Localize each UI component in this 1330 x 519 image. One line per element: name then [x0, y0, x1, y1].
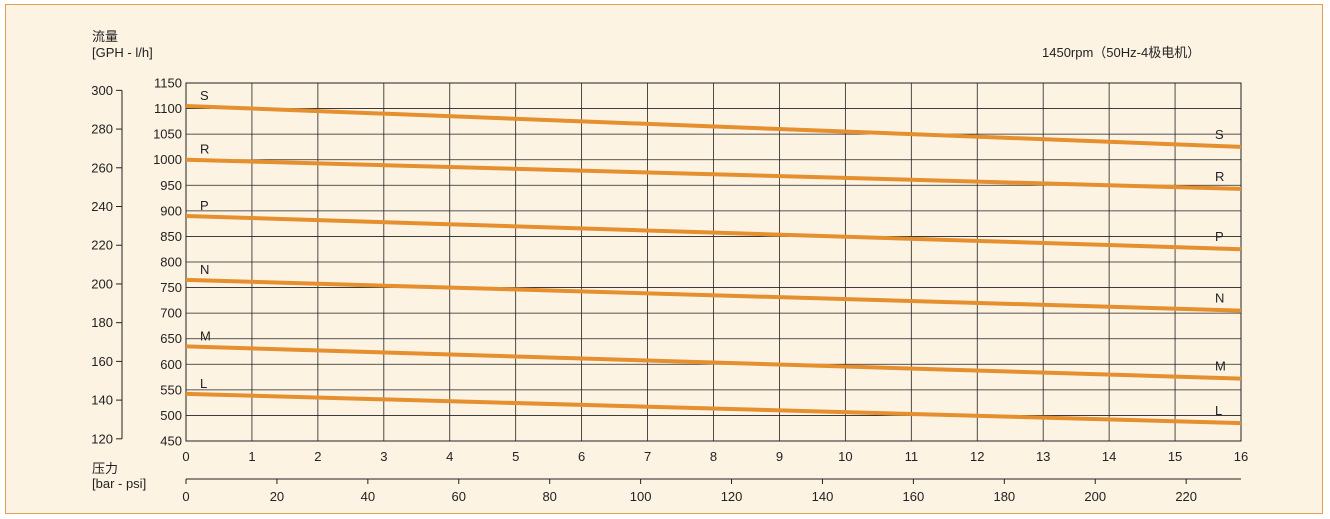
- series-label-start-p: P: [200, 198, 209, 213]
- series-label-end-n: N: [1215, 291, 1224, 306]
- series-line-m: [185, 344, 1242, 381]
- y-tick-label-lh: 700: [160, 306, 182, 321]
- y-tick-label-lh: 800: [160, 255, 182, 270]
- chart-panel: 流量 [GPH - l/h] 1450rpm（50Hz-4极电机） 压力 [ba…: [5, 4, 1323, 514]
- y-tick-label-lh: 550: [160, 382, 182, 397]
- y-tick-label-gph: 280: [91, 122, 113, 137]
- x-axis-label-title: 压力: [92, 461, 119, 476]
- chart-subtitle: 1450rpm（50Hz-4极电机）: [1042, 45, 1201, 60]
- y-tick-label-gph: 180: [91, 315, 113, 330]
- y-tick-label-lh: 900: [160, 203, 182, 218]
- x-tick-label-psi: 140: [812, 489, 834, 504]
- x-tick-label-psi: 120: [721, 489, 743, 504]
- series-line-p: [185, 214, 1242, 252]
- y-tick-label-gph: 260: [91, 160, 113, 175]
- y-tick-label-gph: 220: [91, 238, 113, 253]
- series-line-n: [185, 277, 1242, 313]
- x-tick-label-psi: 100: [630, 489, 652, 504]
- flow-pressure-chart: 4505005506006507007508008509009501000105…: [91, 76, 1248, 505]
- x-tick-label-bar: 9: [776, 449, 783, 464]
- x-tick-label-bar: 14: [1102, 449, 1116, 464]
- y-tick-label-lh: 950: [160, 178, 182, 193]
- series-label-start-s: S: [200, 88, 209, 103]
- y-tick-label-gph: 120: [91, 431, 113, 446]
- x-tick-label-bar: 6: [578, 449, 585, 464]
- x-tick-label-bar: 16: [1234, 449, 1248, 464]
- series-label-start-m: M: [200, 328, 211, 343]
- y-axis-label-units: [GPH - l/h]: [92, 45, 153, 60]
- y-tick-label-gph: 160: [91, 354, 113, 369]
- y-tick-label-lh: 500: [160, 408, 182, 423]
- x-tick-label-psi: 80: [542, 489, 556, 504]
- x-tick-label-bar: 10: [838, 449, 852, 464]
- series-label-end-p: P: [1215, 229, 1224, 244]
- y-tick-label-lh: 650: [160, 331, 182, 346]
- series-label-end-s: S: [1215, 127, 1224, 142]
- y-tick-label-gph: 240: [91, 199, 113, 214]
- series-label-end-r: R: [1215, 169, 1224, 184]
- x-tick-label-psi: 200: [1084, 489, 1106, 504]
- x-tick-label-bar: 15: [1168, 449, 1182, 464]
- x-tick-label-bar: 13: [1036, 449, 1050, 464]
- y-tick-label-lh: 850: [160, 229, 182, 244]
- x-tick-label-psi: 40: [361, 489, 375, 504]
- x-tick-label-psi: 0: [182, 489, 189, 504]
- x-tick-label-psi: 220: [1175, 489, 1197, 504]
- x-tick-label-bar: 7: [644, 449, 651, 464]
- x-tick-label-bar: 0: [182, 449, 189, 464]
- series-line-l: [185, 391, 1242, 426]
- x-axis-label-units: [bar - psi]: [92, 476, 147, 491]
- x-tick-label-bar: 4: [446, 449, 453, 464]
- y-axis-label-title: 流量: [92, 29, 119, 44]
- y-tick-label-lh: 750: [160, 280, 182, 295]
- x-tick-label-bar: 3: [380, 449, 387, 464]
- series-label-end-m: M: [1215, 359, 1226, 374]
- series-label-start-r: R: [200, 142, 209, 157]
- x-tick-label-psi: 20: [270, 489, 284, 504]
- x-tick-label-psi: 160: [903, 489, 925, 504]
- y-tick-label-lh: 600: [160, 357, 182, 372]
- y-tick-label-lh: 1000: [153, 152, 182, 167]
- y-tick-label-gph: 140: [91, 393, 113, 408]
- y-tick-label-lh: 450: [160, 434, 182, 449]
- series-line-s: [185, 104, 1242, 149]
- y-tick-label-lh: 1050: [153, 127, 182, 142]
- x-tick-label-bar: 2: [314, 449, 321, 464]
- x-tick-label-bar: 11: [905, 449, 919, 464]
- x-tick-label-bar: 12: [970, 449, 984, 464]
- series-label-start-l: L: [200, 376, 207, 391]
- y-tick-label-lh: 1100: [154, 101, 182, 116]
- series-label-start-n: N: [200, 262, 209, 277]
- x-tick-label-psi: 60: [452, 489, 466, 504]
- x-tick-label-bar: 8: [710, 449, 717, 464]
- series-line-r: [185, 157, 1242, 191]
- x-tick-label-bar: 5: [512, 449, 519, 464]
- y-tick-label-gph: 300: [91, 83, 113, 98]
- y-tick-label-gph: 200: [91, 276, 113, 291]
- x-tick-label-psi: 180: [993, 489, 1015, 504]
- x-tick-label-bar: 1: [248, 449, 255, 464]
- series-label-end-l: L: [1215, 403, 1222, 418]
- y-tick-label-lh: 1150: [154, 76, 182, 91]
